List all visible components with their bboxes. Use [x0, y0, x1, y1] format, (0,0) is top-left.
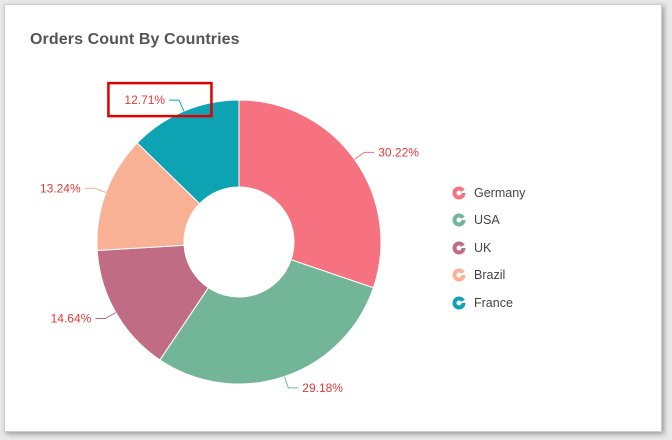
- legend-label: UK: [474, 240, 492, 255]
- donut-legend-icon: [452, 186, 466, 200]
- chart-title: Orders Count By Countries: [30, 31, 240, 48]
- data-label-uk: 14.64%: [51, 311, 92, 325]
- data-label-germany: 30.22%: [378, 145, 419, 159]
- highlight-box: [107, 81, 213, 118]
- chart-card: Orders Count By Countries 30.22% 29.18% 14…: [4, 4, 662, 432]
- donut-legend-icon: [452, 241, 466, 255]
- donut-chart: 30.22% 29.18% 14.64% 13.24% 12.71%: [40, 81, 419, 395]
- legend-label: Germany: [474, 185, 526, 200]
- connector-france: [169, 99, 185, 112]
- legend-item-germany[interactable]: Germany: [452, 179, 525, 207]
- connector-brazil: [84, 187, 107, 193]
- slice-france[interactable]: [136, 99, 240, 205]
- legend-item-brazil[interactable]: Brazil: [452, 262, 525, 290]
- chart-legend: Germany USA UK Brazil France: [452, 179, 525, 317]
- donut-legend-icon: [452, 268, 466, 282]
- donut-legend-icon: [452, 213, 466, 227]
- data-label-usa: 29.18%: [302, 381, 343, 395]
- slice-germany[interactable]: [238, 99, 382, 289]
- legend-item-usa[interactable]: USA: [452, 207, 525, 235]
- connector-uk: [95, 312, 117, 319]
- legend-item-uk[interactable]: UK: [452, 234, 525, 262]
- slice-usa[interactable]: [159, 259, 375, 385]
- legend-item-france[interactable]: France: [452, 289, 525, 317]
- slice-uk[interactable]: [96, 244, 210, 361]
- connector-usa: [283, 376, 299, 389]
- connector-germany: [354, 151, 375, 160]
- data-label-france: 12.71%: [124, 93, 165, 107]
- legend-label: Brazil: [474, 268, 506, 283]
- data-label-brazil: 13.24%: [40, 181, 81, 195]
- legend-label: USA: [474, 213, 500, 228]
- legend-label: France: [474, 295, 513, 310]
- donut-legend-icon: [452, 296, 466, 310]
